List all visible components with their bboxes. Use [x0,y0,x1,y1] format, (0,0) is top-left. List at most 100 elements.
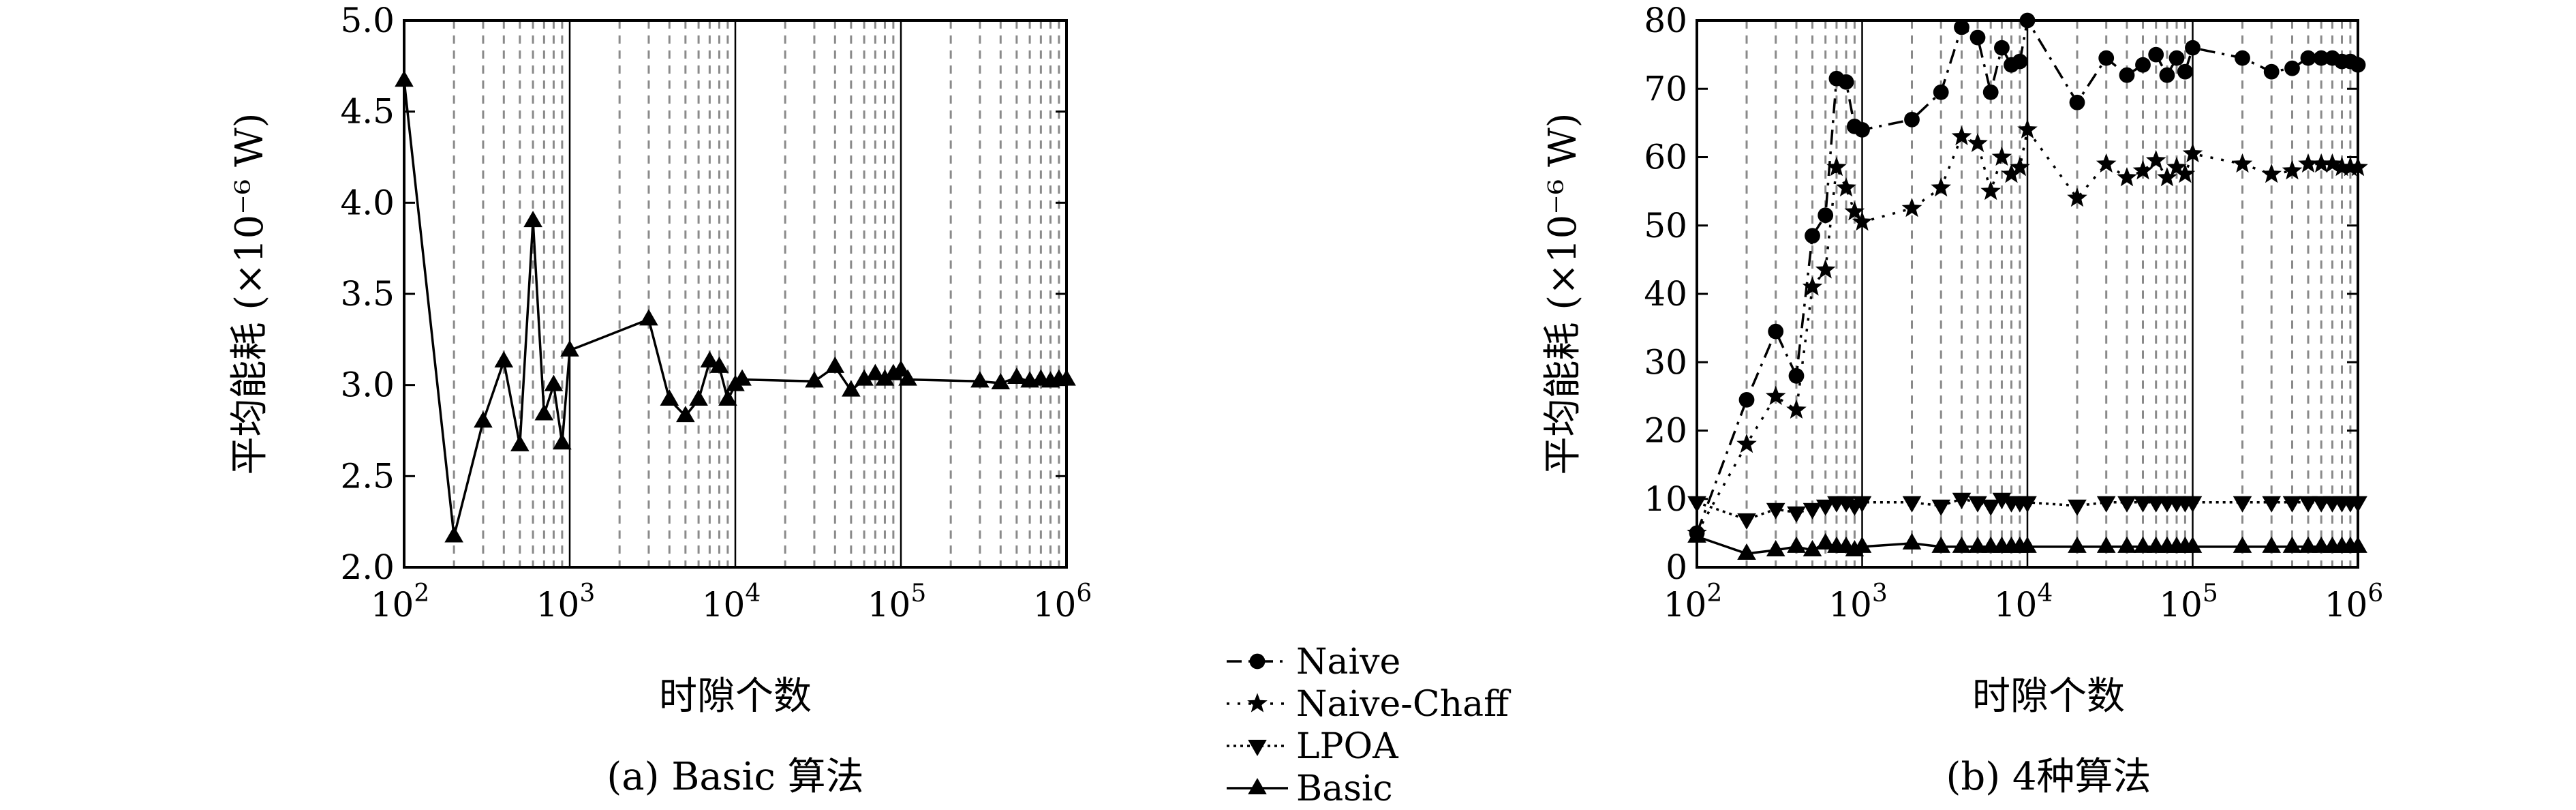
data-point-naive-chaff [2001,164,2022,183]
data-point-naive [1969,29,1986,46]
data-point-lpoa [2117,496,2136,513]
data-point-naive [1854,122,1870,138]
data-point-basic [2183,536,2203,553]
data-point-naive-chaff [2010,156,2030,177]
panel-b-x-axis-label: 时隙个数 [1972,674,2125,719]
data-point-lpoa [1803,502,1822,520]
data-point-basic [544,374,564,391]
y-tick-label: 3.0 [340,365,395,405]
data-point-naive-chaff [2132,160,2153,180]
data-point-basic [553,433,572,450]
data-point-basic [1815,532,1835,550]
data-point-basic [825,356,845,373]
y-tick-label: 80 [1644,1,1687,40]
data-point-naive [2168,50,2185,66]
x-tick-label: 105 [2159,580,2218,625]
panel-a-series [395,70,1076,543]
data-point-basic [891,360,910,377]
data-point-naive [2313,50,2329,66]
data-point-lpoa [1952,492,1972,509]
x-tick-label: 102 [371,580,430,625]
x-tick-label: 105 [868,580,927,625]
data-point-naive-chaff [1736,433,1757,453]
data-point-naive-chaff [1951,125,1972,145]
y-tick-label: 3.5 [340,274,395,314]
data-point-lpoa [1931,499,1951,516]
data-point-naive [1818,207,1834,224]
legend-label-naive: Naive [1296,642,1400,682]
data-point-basic [1931,536,1951,553]
data-point-naive-chaff [2331,156,2352,177]
data-point-naive-chaff [2261,164,2282,183]
data-point-naive-chaff [1991,146,2012,166]
data-point-basic [842,380,861,397]
data-point-lpoa [2262,496,2282,513]
data-point-lpoa [2133,496,2153,513]
panel-b: 0 10 20 30 40 50 60 70 80 102 103 104 105 106 平均能耗 (… [1541,1,2383,799]
data-point-basic [494,350,514,368]
data-point-basic [733,369,752,386]
data-point-lpoa [2018,496,2037,513]
legend-marker-lpoa [1248,740,1267,756]
y-tick-label: 4.0 [340,183,395,222]
data-point-basic [2133,536,2153,553]
data-point-naive [2098,50,2115,66]
x-tick-label: 102 [1663,580,1723,625]
data-point-naive [2135,57,2151,73]
data-point-basic [1737,543,1756,560]
data-point-basic [2096,536,2116,553]
data-point-basic [444,526,463,543]
data-point-naive-chaff [2175,164,2196,183]
data-point-basic [510,434,530,451]
legend-marker-naive [1249,653,1266,670]
data-point-lpoa [1787,506,1806,523]
panel-b-y-axis-label: 平均能耗 (×10⁻⁶ W) [1541,112,1585,475]
data-point-naive [1904,111,1920,127]
data-point-naive-chaff [2145,149,2166,170]
data-point-naive-chaff [2166,156,2187,177]
legend-label-naive-chaff: Naive-Chaff [1296,684,1512,725]
data-point-basic [1007,367,1026,384]
data-point-basic [2299,536,2318,553]
data-point-naive-chaff [1852,211,1873,231]
data-point-naive-chaff [2096,153,2117,173]
data-point-basic [709,356,729,373]
data-point-basic [865,363,885,380]
x-tick-label: 103 [1828,580,1888,625]
data-point-naive [2284,60,2300,76]
panel-a-caption: (a) Basic 算法 [607,755,863,799]
data-point-naive [2263,63,2280,80]
data-point-basic [2282,536,2302,553]
y-tick-label: 2.0 [340,548,395,587]
data-point-naive-chaff [1815,259,1836,279]
data-point-lpoa [2299,496,2318,513]
panel-a: 2.0 2.5 3.0 3.5 4.0 4.5 5.0 102 103 104 105 106 平均… [228,1,1092,799]
data-point-basic [560,340,579,357]
x-tick-label: 106 [1033,580,1092,625]
data-point-naive [1838,74,1854,90]
data-point-naive-chaff [2182,142,2203,163]
data-point-naive [2185,40,2201,56]
data-point-basic [523,211,542,228]
data-point-naive-chaff [1836,177,1856,197]
y-tick-label: 40 [1644,274,1687,314]
data-point-basic [2068,536,2087,553]
x-tick-label: 103 [536,580,596,625]
data-point-basic [2233,536,2252,553]
data-point-naive [1954,19,1969,35]
legend-marker-basic [1248,778,1267,794]
y-tick-label: 4.5 [340,92,395,132]
data-point-basic [2117,536,2136,553]
data-point-basic [676,406,695,423]
y-tick-label: 70 [1644,69,1687,108]
y-tick-label: 50 [1644,206,1687,245]
data-point-naive [1982,84,1999,100]
data-point-naive [2012,53,2028,70]
data-point-naive [2159,67,2175,83]
data-point-basic [970,371,990,388]
data-point-naive-chaff [2157,167,2177,187]
data-point-naive-chaff [2322,153,2343,173]
data-point-naive-chaff [1901,198,1922,217]
